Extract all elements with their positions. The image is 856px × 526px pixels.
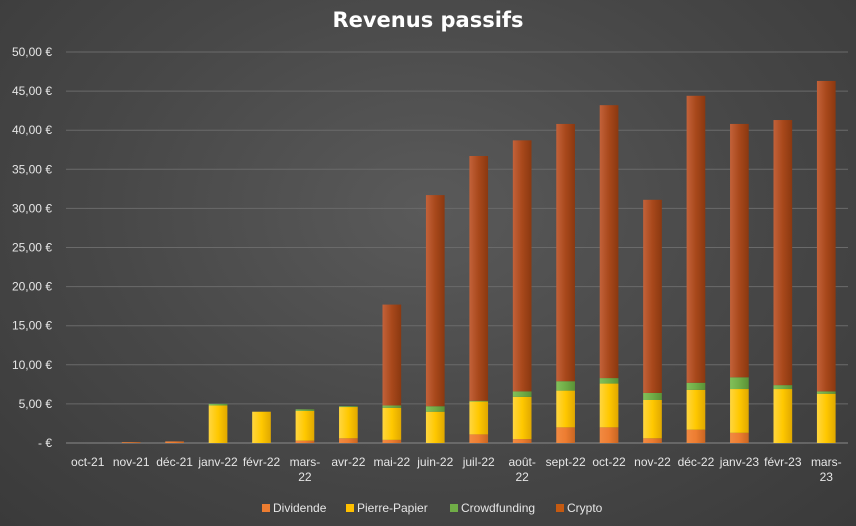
bar-crypto bbox=[512, 140, 532, 392]
bar-crowdfunding bbox=[556, 381, 575, 391]
bar-pierre-papier bbox=[469, 401, 489, 435]
bar-pierre-papier bbox=[730, 389, 749, 433]
x-tick-label: oct-21 bbox=[71, 455, 105, 469]
bar-crowdfunding bbox=[425, 406, 445, 412]
bar-crowdfunding bbox=[730, 377, 749, 390]
legend-label: Dividende bbox=[273, 501, 327, 515]
x-tick-label: sept-22 bbox=[546, 455, 586, 469]
x-tick-label: mars- bbox=[290, 455, 321, 469]
legend-label: Crypto bbox=[567, 501, 603, 515]
bar-crypto bbox=[686, 95, 706, 383]
x-tick-label: août- bbox=[508, 455, 535, 469]
bar-pierre-papier bbox=[686, 389, 706, 430]
bar-dividende bbox=[643, 438, 662, 443]
x-axis: oct-21 nov-21 déc-21 janv-22 févr-22 mars-22a… bbox=[71, 455, 842, 484]
x-tick-label: déc-22 bbox=[678, 455, 715, 469]
bar-crypto bbox=[730, 123, 749, 378]
x-tick-label: déc-21 bbox=[156, 455, 193, 469]
bar-pierre-papier bbox=[773, 389, 793, 443]
legend-label: Crowdfunding bbox=[461, 501, 535, 515]
bar-pierre-papier bbox=[208, 405, 228, 443]
bar-crowdfunding bbox=[208, 403, 228, 406]
legend-label: Pierre-Papier bbox=[357, 501, 428, 515]
bar-pierre-papier bbox=[643, 399, 662, 439]
bar-pierre-papier bbox=[425, 411, 445, 443]
legend: Dividende Pierre-Papier Crowdfunding Crypto bbox=[262, 501, 603, 515]
bar-dividende bbox=[512, 439, 532, 443]
bar-crowdfunding bbox=[512, 391, 532, 397]
bar-dividende bbox=[121, 442, 141, 443]
bar-dividende bbox=[730, 432, 749, 443]
y-tick-label: 5,00 € bbox=[19, 397, 53, 411]
bar-dividende bbox=[165, 441, 184, 443]
bar-crypto bbox=[773, 120, 793, 386]
bar-pierre-papier bbox=[816, 393, 836, 443]
y-tick-label: 50,00 € bbox=[12, 45, 52, 59]
bar-crypto bbox=[469, 156, 489, 401]
x-tick-label: mars- bbox=[811, 455, 842, 469]
y-tick-label: 10,00 € bbox=[12, 358, 52, 372]
y-tick-label: 35,00 € bbox=[12, 162, 52, 176]
bar-crowdfunding bbox=[816, 391, 836, 394]
x-tick-label: janv-23 bbox=[719, 455, 760, 469]
x-tick-label: janv-22 bbox=[197, 455, 238, 469]
bar-dividende bbox=[295, 440, 315, 443]
x-tick-label: 22 bbox=[515, 470, 529, 484]
x-tick-label: avr-22 bbox=[331, 455, 365, 469]
legend-swatch bbox=[450, 504, 458, 512]
bar-dividende bbox=[599, 427, 619, 443]
y-tick-label: 20,00 € bbox=[12, 280, 52, 294]
bar-crowdfunding bbox=[339, 406, 358, 408]
x-tick-label: juin-22 bbox=[416, 455, 453, 469]
x-tick-label: févr-22 bbox=[243, 455, 281, 469]
bar-dividende bbox=[339, 438, 358, 443]
bar-dividende bbox=[686, 429, 706, 443]
bar-crypto bbox=[599, 105, 619, 379]
bar-crowdfunding bbox=[686, 382, 706, 390]
bar-dividende bbox=[382, 439, 402, 443]
y-tick-label: 45,00 € bbox=[12, 84, 52, 98]
bar-pierre-papier bbox=[382, 407, 402, 440]
bar-pierre-papier bbox=[252, 411, 271, 443]
bar-crowdfunding bbox=[773, 385, 793, 390]
legend-swatch bbox=[262, 504, 270, 512]
bar-crowdfunding bbox=[599, 378, 619, 384]
x-tick-label: mai-22 bbox=[373, 455, 410, 469]
bar-crypto bbox=[382, 304, 402, 406]
bar-dividende bbox=[469, 434, 489, 443]
bar-crypto bbox=[643, 199, 662, 393]
gridlines bbox=[66, 51, 848, 444]
chart-title: Revenus passifs bbox=[332, 8, 523, 32]
bars bbox=[121, 80, 836, 443]
x-tick-label: nov-21 bbox=[113, 455, 150, 469]
x-tick-label: oct-22 bbox=[592, 455, 626, 469]
bar-pierre-papier bbox=[295, 410, 315, 441]
x-tick-label: 22 bbox=[298, 470, 312, 484]
bar-pierre-papier bbox=[556, 390, 575, 428]
bar-crowdfunding bbox=[382, 405, 402, 408]
bar-pierre-papier bbox=[512, 396, 532, 440]
y-tick-label: 25,00 € bbox=[12, 241, 52, 255]
bar-crypto bbox=[556, 123, 575, 382]
bar-crowdfunding bbox=[469, 400, 489, 402]
bar-crowdfunding bbox=[295, 409, 315, 411]
x-tick-label: nov-22 bbox=[634, 455, 671, 469]
x-tick-label: 23 bbox=[820, 470, 834, 484]
legend-swatch bbox=[346, 504, 354, 512]
y-tick-label: 15,00 € bbox=[12, 319, 52, 333]
x-tick-label: févr-23 bbox=[764, 455, 802, 469]
legend-swatch bbox=[556, 504, 564, 512]
bar-crowdfunding bbox=[643, 392, 662, 400]
y-tick-label: 30,00 € bbox=[12, 201, 52, 215]
bar-dividende bbox=[556, 427, 575, 443]
bar-crypto bbox=[425, 195, 445, 407]
bar-crypto bbox=[816, 80, 836, 392]
x-tick-label: juil-22 bbox=[462, 455, 495, 469]
bar-pierre-papier bbox=[339, 407, 358, 439]
y-tick-label: 40,00 € bbox=[12, 123, 52, 137]
y-axis: - € 5,00 € 10,00 € 15,00 € 20,00 € 25,00 € 30,… bbox=[12, 45, 52, 450]
y-tick-label: - € bbox=[38, 436, 52, 450]
bar-pierre-papier bbox=[599, 383, 619, 428]
